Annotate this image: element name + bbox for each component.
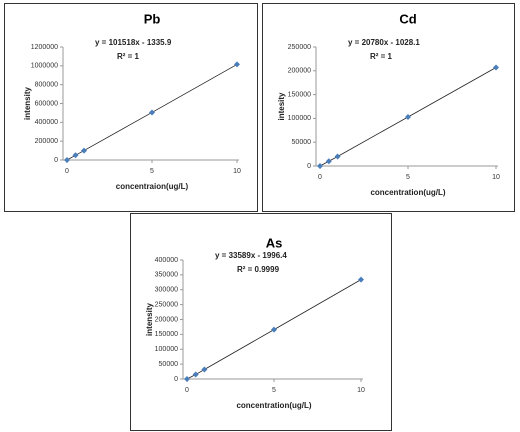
x-tick-label: 10 <box>233 168 241 175</box>
x-axis-label: concentraion(ug/L) <box>116 182 189 191</box>
x-tick-label: 0 <box>185 387 189 394</box>
y-tick-label: 600000 <box>35 100 58 107</box>
y-tick-label: 0 <box>54 157 58 164</box>
data-point <box>149 109 155 116</box>
y-tick-label: 1200000 <box>31 44 58 51</box>
annotation: y = 20780x - 1028.1 <box>348 38 420 47</box>
data-point <box>317 163 323 169</box>
x-tick-label: 5 <box>272 387 276 394</box>
data-point <box>325 158 332 165</box>
y-axis-label: intensity <box>145 303 154 336</box>
y-tick-label: 50000 <box>292 139 312 146</box>
data-point <box>358 276 364 283</box>
y-tick-label: 1000000 <box>31 63 58 70</box>
x-tick-label: 10 <box>357 387 365 394</box>
y-tick-label: 800000 <box>35 82 58 89</box>
chart-title: As <box>266 235 283 250</box>
x-tick-label: 10 <box>492 174 500 181</box>
x-tick-label: 0 <box>65 168 69 175</box>
x-tick-label: 0 <box>318 174 322 181</box>
data-point <box>271 326 277 333</box>
data-point <box>234 61 240 68</box>
x-axis-label: concentration(ug/L) <box>370 188 445 197</box>
y-tick-label: 150000 <box>155 331 178 338</box>
chart-frame <box>262 3 515 212</box>
y-tick-label: 250000 <box>288 44 311 51</box>
annotation: R² = 0.9999 <box>237 265 280 274</box>
x-tick-label: 5 <box>150 168 154 175</box>
y-tick-label: 200000 <box>155 316 178 323</box>
data-point <box>334 153 341 160</box>
annotation: y = 33589x - 1996.4 <box>215 251 287 260</box>
chart-frame <box>130 213 392 431</box>
y-axis-label: intesity <box>277 92 286 121</box>
annotation: y = 101518x - 1335.9 <box>95 38 172 47</box>
y-axis-label: intensity <box>23 87 32 120</box>
y-tick-label: 200000 <box>35 138 58 145</box>
y-tick-label: 100000 <box>288 115 311 122</box>
annotation: R² = 1 <box>117 52 140 61</box>
chart-title: Cd <box>399 11 416 26</box>
data-point <box>493 64 499 71</box>
data-point <box>405 113 411 120</box>
y-tick-label: 200000 <box>288 68 311 75</box>
y-tick-label: 400000 <box>155 257 178 264</box>
x-axis-label: concentration(ug/L) <box>236 401 311 410</box>
y-tick-label: 350000 <box>155 272 178 279</box>
y-tick-label: 100000 <box>155 346 178 353</box>
y-tick-label: 0 <box>307 163 311 170</box>
data-point <box>81 147 87 154</box>
chart-frame <box>4 3 258 212</box>
y-tick-label: 150000 <box>288 91 311 98</box>
data-point <box>184 376 190 382</box>
y-tick-label: 50000 <box>159 361 179 368</box>
y-tick-label: 400000 <box>35 119 58 126</box>
data-point <box>201 366 208 373</box>
data-point <box>192 371 199 378</box>
chart-title: Pb <box>144 11 161 26</box>
x-tick-label: 5 <box>406 174 410 181</box>
data-point <box>72 152 79 159</box>
y-tick-label: 0 <box>174 376 178 383</box>
annotation: R² = 1 <box>370 52 393 61</box>
y-tick-label: 250000 <box>155 301 178 308</box>
y-tick-label: 300000 <box>155 287 178 294</box>
data-point <box>64 157 70 163</box>
